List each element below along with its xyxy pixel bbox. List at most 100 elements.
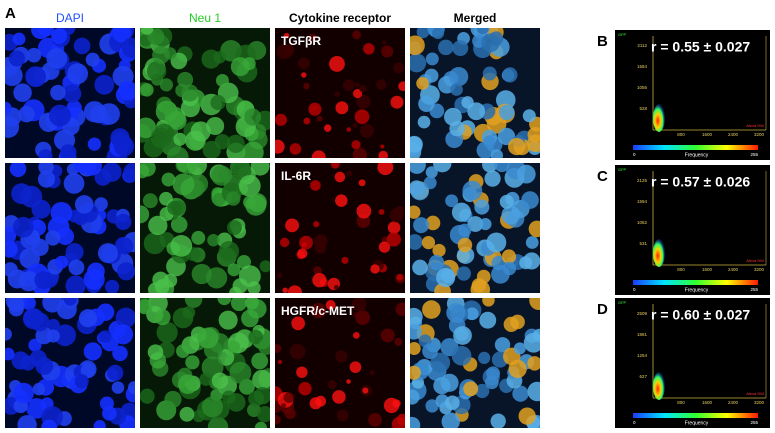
cell (483, 135, 496, 148)
cell (479, 218, 492, 231)
cell (256, 406, 270, 423)
cell (65, 275, 86, 293)
cell (297, 248, 308, 259)
micrograph (5, 298, 135, 428)
y-tick-label: 528 (639, 106, 647, 111)
cell (107, 364, 124, 381)
micrograph (410, 163, 540, 293)
cell (87, 137, 102, 151)
cell (410, 205, 421, 219)
cell (80, 363, 95, 378)
cell (148, 215, 168, 236)
cell (250, 163, 270, 176)
cell (50, 201, 73, 224)
cell (502, 261, 517, 276)
cell (510, 314, 525, 330)
cell (227, 340, 241, 354)
cells (410, 298, 540, 428)
cell (396, 274, 404, 281)
cell (440, 373, 459, 392)
cell (121, 37, 135, 58)
cell (51, 28, 68, 44)
cell (493, 163, 510, 173)
cell (334, 171, 346, 183)
cell (89, 105, 108, 124)
cell (252, 369, 270, 390)
cell (35, 357, 54, 375)
cell (42, 298, 63, 313)
cell (78, 309, 98, 328)
y-tick-label: 1254 (637, 353, 648, 358)
cell (450, 83, 463, 96)
cell (449, 66, 469, 87)
cell (378, 241, 391, 253)
cell (523, 332, 540, 353)
cell (283, 392, 295, 404)
cell (410, 163, 426, 174)
cell (238, 175, 261, 197)
y-tick-label: 1056 (637, 85, 648, 90)
cell (118, 80, 135, 101)
cell (467, 216, 484, 232)
micrograph (410, 298, 540, 428)
cell (308, 102, 322, 116)
cell (67, 63, 89, 85)
cell (334, 91, 340, 97)
cell (412, 259, 428, 276)
cell (207, 416, 229, 428)
cell (444, 107, 462, 126)
cell (462, 180, 483, 201)
cell (336, 409, 349, 422)
cell (244, 108, 262, 126)
micrograph (140, 298, 270, 428)
cell (177, 374, 198, 394)
cell (201, 49, 221, 69)
cell (323, 124, 332, 132)
cell (140, 205, 150, 224)
plot-background (615, 298, 770, 428)
panel-label: D (597, 301, 608, 318)
cell (62, 84, 82, 103)
correlation: r = 0.55 ± 0.027 (651, 39, 750, 55)
cell (432, 28, 445, 40)
y-tick-label: 2509 (637, 311, 648, 316)
cell (211, 165, 232, 186)
cell (335, 194, 348, 207)
x-tick-label: 2400 (728, 267, 739, 272)
cell (527, 356, 540, 371)
cell (116, 237, 134, 255)
cell (486, 366, 501, 381)
cell (112, 28, 132, 43)
cell (259, 260, 270, 273)
cell (176, 344, 190, 358)
cell (352, 147, 368, 158)
cell (242, 57, 256, 71)
column-header: DAPI (56, 11, 84, 25)
cell (73, 163, 92, 174)
cell (25, 66, 46, 88)
cell (508, 359, 527, 379)
cell (63, 173, 85, 194)
cell (410, 416, 421, 428)
column-header: Neu 1 (189, 11, 221, 25)
cell (179, 406, 195, 422)
cell (335, 350, 348, 363)
cell (167, 200, 182, 216)
cell (368, 412, 382, 427)
cells (140, 28, 270, 158)
cell (172, 173, 195, 196)
cell (63, 298, 77, 306)
x-tick-label: 800 (677, 400, 685, 405)
y-tick-label: 1594 (637, 199, 648, 204)
cell (12, 216, 34, 238)
cell (458, 223, 472, 237)
cell (329, 56, 345, 72)
cells (275, 30, 405, 158)
panel-label: B (597, 33, 608, 50)
cell (146, 61, 167, 81)
micrograph (140, 163, 270, 293)
cell (289, 143, 302, 155)
cells (5, 28, 135, 158)
cell (7, 269, 27, 289)
cell (416, 28, 430, 39)
